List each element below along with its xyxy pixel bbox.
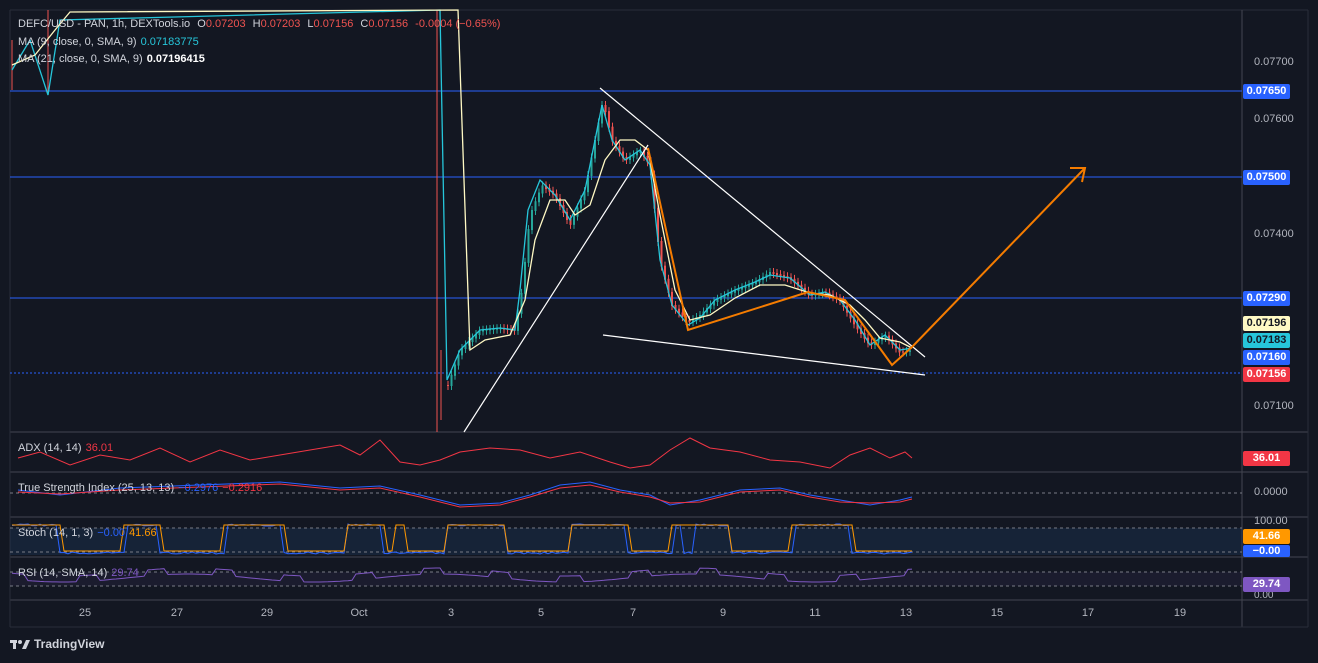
candle-body	[776, 273, 778, 275]
ma9-value: 0.07183775	[141, 36, 199, 48]
candle-body	[773, 272, 775, 274]
price-tag-ma9: 0.07183	[1243, 333, 1290, 348]
symbol-header: DEFC/USD - PAN, 1h, DEXTools.io O0.07203…	[18, 18, 504, 31]
date-tick: 3	[448, 607, 454, 619]
candle-body	[535, 201, 537, 211]
symbol-title: DEFC/USD - PAN, 1h, DEXTools.io	[18, 18, 190, 30]
date-tick: 27	[171, 607, 183, 619]
date-tick: 7	[630, 607, 636, 619]
candle-body	[605, 105, 607, 112]
ma21-value: 0.07196415	[147, 53, 205, 65]
candle-body	[451, 375, 453, 386]
date-tick: 29	[261, 607, 273, 619]
price-tick: 0.07400	[1254, 228, 1294, 240]
candle-body	[573, 216, 575, 225]
low-value: 0.07156	[314, 18, 354, 30]
price-tick: 0.07700	[1254, 56, 1294, 68]
candle-body	[447, 385, 449, 386]
stoch-legend[interactable]: Stoch (14, 1, 3) −0.00 41.66	[18, 527, 161, 540]
price-tag-level: 0.07650	[1243, 84, 1290, 99]
date-tick: 17	[1082, 607, 1094, 619]
price-tick: 0.07100	[1254, 400, 1294, 412]
date-tick: 25	[79, 607, 91, 619]
change-value: -0.0004 (−0.65%)	[415, 18, 500, 30]
date-tick: 19	[1174, 607, 1186, 619]
candle-body	[538, 193, 540, 203]
candle-body	[454, 365, 456, 376]
tsi-legend[interactable]: True Strength Index (25, 13, 13) −0.2976−…	[18, 482, 266, 495]
price-tag-ma21: 0.07196	[1243, 316, 1290, 331]
tsi-axis-zero: 0.0000	[1254, 486, 1288, 498]
ma9-legend[interactable]: MA (9, close, 0, SMA, 9) 0.07183775	[18, 36, 203, 49]
stoch-d-tag: 41.66	[1243, 529, 1290, 544]
candle-body	[531, 210, 533, 230]
date-tick: 15	[991, 607, 1003, 619]
adx-line	[18, 438, 912, 468]
projection-arrow	[648, 148, 1085, 365]
high-value: 0.07203	[261, 18, 301, 30]
horizontal-levels	[10, 91, 1242, 373]
rsi-legend[interactable]: RSI (14, SMA, 14) 29.74	[18, 567, 143, 580]
price-tag-level: 0.07290	[1243, 291, 1290, 306]
candle-body	[902, 351, 904, 352]
stoch-axis-top: 100.00	[1254, 515, 1288, 527]
adx-tag: 36.01	[1243, 451, 1290, 466]
stoch-k-tag: −0.00	[1243, 545, 1290, 557]
candle-body	[528, 229, 530, 263]
ma21-legend[interactable]: MA (21, close, 0, SMA, 9) 0.07196415	[18, 53, 209, 66]
price-tag-level: 0.07160	[1243, 350, 1290, 365]
tradingview-logo[interactable]: TradingView	[10, 637, 104, 651]
open-value: 0.07203	[206, 18, 246, 30]
pattern-lines	[464, 88, 925, 432]
price-tick: 0.07600	[1254, 113, 1294, 125]
price-tag-last: 0.07156	[1243, 367, 1290, 382]
date-tick: 13	[900, 607, 912, 619]
date-tick: Oct	[350, 607, 367, 619]
date-tick: 11	[809, 607, 820, 619]
candle-body	[542, 185, 544, 193]
close-value: 0.07156	[368, 18, 408, 30]
candle-body	[577, 208, 579, 217]
date-tick: 9	[720, 607, 726, 619]
tradingview-logo-icon	[10, 638, 30, 650]
price-tag-level: 0.07500	[1243, 170, 1290, 185]
date-tick: 5	[538, 607, 544, 619]
candle-body	[524, 262, 526, 294]
adx-legend[interactable]: ADX (14, 14) 36.01	[18, 442, 117, 455]
candlesticks	[12, 10, 911, 432]
rsi-tag: 29.74	[1243, 577, 1290, 592]
